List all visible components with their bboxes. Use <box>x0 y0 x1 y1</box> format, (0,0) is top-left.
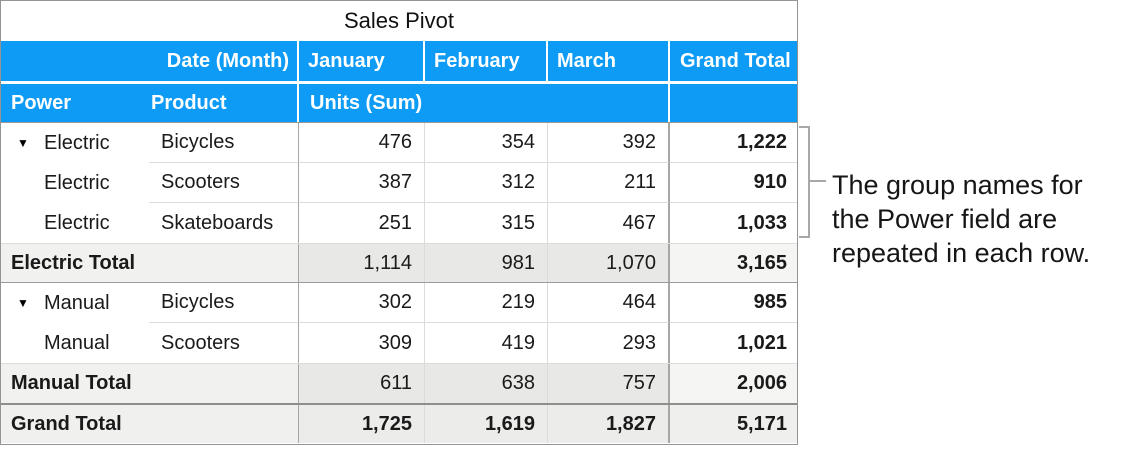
header-product: Product <box>151 91 227 114</box>
header-grand-total: Grand Total <box>670 41 797 81</box>
table-row-electric-skateboards: Electric Skateboards 251 315 467 1,033 <box>1 203 797 243</box>
power-cell: Manual <box>1 323 149 363</box>
power-group-label: Electric <box>44 211 110 234</box>
power-cell: ▼ Manual <box>1 283 149 323</box>
product-cell: Bicycles <box>149 283 299 323</box>
power-cell: ▼ Electric <box>1 123 149 163</box>
january-value: 309 <box>299 323 425 363</box>
march-value: 467 <box>548 203 670 243</box>
grand-total-value: 1,021 <box>736 331 787 354</box>
grand-total-value: 5,171 <box>670 405 797 443</box>
annotation-bracket <box>799 126 810 238</box>
january-value: 387 <box>299 163 425 203</box>
power-group-label: Electric <box>44 171 110 194</box>
march-value: 1,827 <box>548 405 670 443</box>
grand-total-value: 1,222 <box>670 123 797 163</box>
january-value: 302 <box>299 283 425 323</box>
table-row-electric-bicycles: ▼ Electric Bicycles 476 354 392 1,222 <box>1 123 797 163</box>
pivot-table: Sales Pivot Date (Month) January Februar… <box>0 0 798 445</box>
product-cell: Scooters <box>149 163 299 203</box>
disclosure-triangle-icon[interactable]: ▼ <box>17 136 29 150</box>
table-body: ▼ Electric Bicycles 476 354 392 1,222 El… <box>1 122 797 443</box>
power-cell: Electric <box>1 163 149 203</box>
annotation-line: repeated in each row. <box>832 238 1091 268</box>
subtotal-label: Electric Total <box>1 244 299 282</box>
table-row-grand-total: Grand Total 1,725 1,619 1,827 5,171 <box>1 403 797 443</box>
header-empty-cell <box>670 84 797 122</box>
grand-total-value: 1,033 <box>736 211 787 234</box>
subtotal-label: Manual Total <box>1 364 299 403</box>
january-value: 251 <box>299 203 425 243</box>
header-march: March <box>548 41 668 81</box>
february-value: 1,619 <box>425 405 548 443</box>
grand-total-value: 985 <box>670 283 797 323</box>
january-value: 1,114 <box>299 244 425 282</box>
grand-total-value: 3,165 <box>670 244 797 282</box>
table-row-electric-scooters: Electric Scooters 387 312 211 910 <box>1 163 797 203</box>
february-value: 315 <box>425 203 548 243</box>
annotation-bracket-tick <box>810 180 826 182</box>
header-january: January <box>299 41 423 81</box>
grand-total-value: 2,006 <box>670 364 797 403</box>
grand-total-label: Grand Total <box>1 405 299 443</box>
table-row-manual-scooters: Manual Scooters 309 419 293 1,021 <box>1 323 797 363</box>
february-value: 981 <box>425 244 548 282</box>
table-title: Sales Pivot <box>1 1 797 41</box>
annotation-text: The group names for the Power field are … <box>832 168 1090 270</box>
march-value: 392 <box>548 123 670 163</box>
annotation-line: the Power field are <box>832 204 1058 234</box>
march-value: 757 <box>548 364 670 403</box>
february-value: 419 <box>425 323 548 363</box>
power-group-label: Electric <box>44 131 110 154</box>
header-power: Power <box>11 91 72 114</box>
january-value: 611 <box>299 364 425 403</box>
header-power-product: Power Product <box>1 84 297 122</box>
table-row-manual-total: Manual Total 611 638 757 2,006 <box>1 363 797 403</box>
grand-total-value: 910 <box>670 163 797 203</box>
february-value: 312 <box>425 163 548 203</box>
product-cell: Skateboards <box>149 203 299 243</box>
march-value: 1,070 <box>548 244 670 282</box>
march-value: 464 <box>548 283 670 323</box>
product-cell: Scooters <box>149 323 299 363</box>
power-group-label: Manual <box>44 331 110 354</box>
february-value: 219 <box>425 283 548 323</box>
march-value: 293 <box>548 323 670 363</box>
table-row-manual-bicycles: ▼ Manual Bicycles 302 219 464 985 <box>1 283 797 323</box>
annotation-line: The group names for <box>832 170 1083 200</box>
table-row-electric-total: Electric Total 1,114 981 1,070 3,165 <box>1 243 797 283</box>
product-cell: Bicycles <box>149 123 299 163</box>
power-cell: Electric <box>1 203 149 243</box>
field-header-row: Power Product Units (Sum) <box>1 84 797 122</box>
column-header-row: Date (Month) January February March Gran… <box>1 41 797 81</box>
header-date-month: Date (Month) <box>1 41 297 81</box>
disclosure-triangle-icon[interactable]: ▼ <box>17 296 29 310</box>
power-group-label: Manual <box>44 291 110 314</box>
march-value: 211 <box>548 163 670 203</box>
header-february: February <box>425 41 546 81</box>
february-value: 638 <box>425 364 548 403</box>
january-value: 476 <box>299 123 425 163</box>
february-value: 354 <box>425 123 548 163</box>
header-units-sum: Units (Sum) <box>299 84 668 122</box>
january-value: 1,725 <box>299 405 425 443</box>
